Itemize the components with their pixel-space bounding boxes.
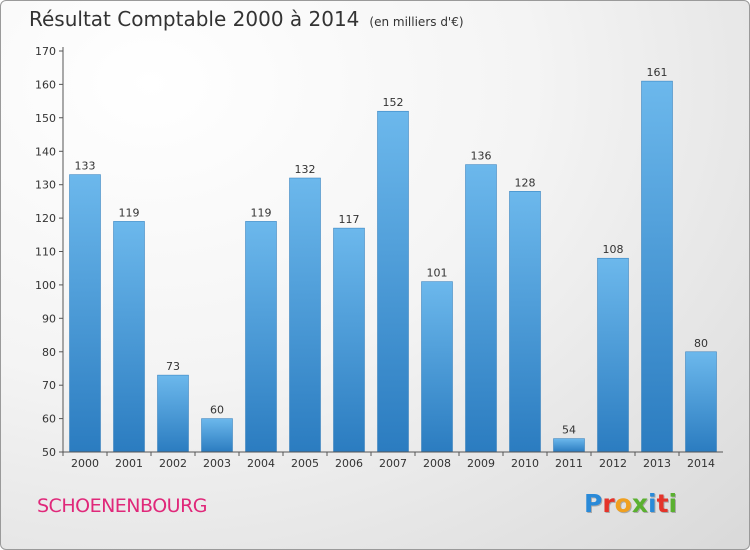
x-tick-label-2012: 2012 — [599, 457, 627, 470]
bar-2009 — [465, 164, 497, 453]
data-label-2003: 60 — [210, 404, 224, 417]
bar-2011 — [553, 438, 585, 453]
bar-2010 — [509, 191, 541, 453]
bar-2006 — [333, 227, 365, 453]
data-label-2014: 80 — [694, 337, 708, 350]
x-tick-label-2003: 2003 — [203, 457, 231, 470]
data-label-2013: 161 — [647, 66, 668, 79]
bar-2001 — [113, 221, 145, 453]
x-tick-label-2001: 2001 — [115, 457, 143, 470]
bar-2014 — [685, 351, 717, 453]
bar-2000 — [69, 174, 101, 453]
y-tick-label-140: 140 — [35, 145, 56, 158]
proxiti-logo: Proxiti — [584, 489, 677, 518]
y-tick-label-60: 60 — [42, 413, 56, 426]
logo-letter: o — [614, 489, 632, 518]
logo-letter: x — [631, 489, 648, 518]
bar-2004 — [245, 221, 277, 453]
logo-letter: i — [668, 489, 678, 518]
bar-2003 — [201, 418, 233, 453]
x-tick-label-2000: 2000 — [71, 457, 99, 470]
y-tick-label-150: 150 — [35, 112, 56, 125]
y-tick-label-70: 70 — [42, 379, 56, 392]
data-label-2007: 152 — [383, 96, 404, 109]
axes-group: 2000 2001 2002 2003 2004 2005 2006 2007 2008 2009… — [35, 45, 723, 470]
y-tick-label-80: 80 — [42, 346, 56, 359]
bar-2012 — [597, 257, 629, 453]
y-tick-label-170: 170 — [35, 45, 56, 58]
data-label-2002: 73 — [166, 360, 180, 373]
data-label-2010: 128 — [515, 176, 536, 189]
x-tick-label-2013: 2013 — [643, 457, 671, 470]
bar-2002 — [157, 374, 189, 453]
chart-title-main: Résultat Comptable 2000 à 2014 — [29, 7, 360, 31]
data-label-2012: 108 — [603, 243, 624, 256]
logo-letter: i — [648, 489, 657, 518]
commune-name: SCHOENENBOURG — [37, 495, 208, 517]
data-label-2005: 132 — [295, 163, 316, 176]
y-tick-label-110: 110 — [35, 246, 56, 259]
bar-2007 — [377, 110, 409, 453]
x-tick-label-2006: 2006 — [335, 457, 363, 470]
y-tick-label-120: 120 — [35, 212, 56, 225]
data-label-2008: 101 — [427, 267, 448, 280]
x-tick-label-2009: 2009 — [467, 457, 495, 470]
x-tick-label-2010: 2010 — [511, 457, 539, 470]
x-tick-label-2004: 2004 — [247, 457, 275, 470]
x-tick-label-2011: 2011 — [555, 457, 583, 470]
y-tick-label-100: 100 — [35, 279, 56, 292]
bars-group: 133 119 73 60 119 132 117 152 101 136 128 54 108 161 8… — [69, 66, 717, 453]
data-label-2000: 133 — [75, 160, 96, 173]
bar-2005 — [289, 177, 321, 453]
x-tick-label-2007: 2007 — [379, 457, 407, 470]
logo-letter: P — [584, 489, 603, 518]
data-label-2001: 119 — [119, 206, 140, 219]
y-tick-label-130: 130 — [35, 179, 56, 192]
chart-title: Résultat Comptable 2000 à 2014 (en millie… — [29, 7, 464, 31]
data-label-2004: 119 — [251, 206, 272, 219]
data-label-2011: 54 — [562, 424, 576, 437]
data-label-2006: 117 — [339, 213, 360, 226]
chart-unit-note: (en milliers d'€) — [369, 15, 464, 29]
x-tick-label-2002: 2002 — [159, 457, 187, 470]
data-label-2009: 136 — [471, 150, 492, 163]
y-tick-label-160: 160 — [35, 78, 56, 91]
bar-2013 — [641, 80, 673, 453]
x-tick-label-2014: 2014 — [687, 457, 715, 470]
bar-2008 — [421, 281, 453, 453]
x-tick-label-2005: 2005 — [291, 457, 319, 470]
logo-letter: r — [602, 489, 615, 518]
logo-letter: t — [656, 489, 669, 518]
y-tick-label-50: 50 — [42, 446, 56, 459]
y-tick-label-90: 90 — [42, 312, 56, 325]
x-tick-label-2008: 2008 — [423, 457, 451, 470]
